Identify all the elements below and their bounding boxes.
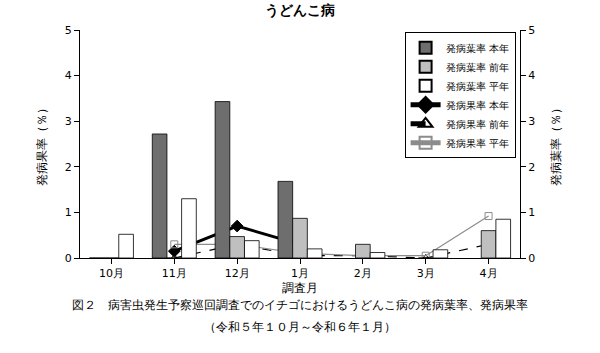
- svg-text:発病葉率 前年: 発病葉率 前年: [446, 62, 509, 73]
- svg-text:4月: 4月: [480, 267, 498, 280]
- svg-text:2: 2: [65, 161, 72, 174]
- svg-text:図２ 病害虫発生予察巡回調査でのイチゴにおけるうどんこ病の発: 図２ 病害虫発生予察巡回調査でのイチゴにおけるうどんこ病の発病葉率、発病果率: [72, 298, 528, 312]
- svg-text:発病果率 前年: 発病果率 前年: [446, 119, 509, 130]
- svg-text:発病葉率（％）: 発病葉率（％）: [549, 102, 563, 186]
- svg-text:12月: 12月: [225, 267, 250, 280]
- svg-text:3月: 3月: [417, 267, 435, 280]
- svg-text:3: 3: [528, 115, 535, 128]
- svg-text:2: 2: [528, 161, 535, 174]
- svg-text:発病果率（％）: 発病果率（％）: [35, 102, 49, 186]
- svg-text:4: 4: [528, 69, 535, 82]
- svg-text:5: 5: [65, 24, 72, 37]
- svg-text:（令和５年１０月～令和６年１月）: （令和５年１０月～令和６年１月）: [204, 320, 396, 334]
- svg-text:発病果率 本年: 発病果率 本年: [446, 100, 509, 111]
- svg-text:発病果率 平年: 発病果率 平年: [446, 138, 509, 149]
- svg-text:1: 1: [528, 206, 535, 219]
- svg-text:発病葉率 平年: 発病葉率 平年: [446, 81, 509, 92]
- svg-text:11月: 11月: [162, 267, 187, 280]
- svg-text:5: 5: [528, 24, 535, 37]
- svg-text:2月: 2月: [354, 267, 372, 280]
- svg-text:0: 0: [528, 252, 535, 265]
- svg-text:0: 0: [65, 252, 72, 265]
- svg-text:発病葉率 本年: 発病葉率 本年: [446, 43, 509, 54]
- svg-text:4: 4: [65, 69, 72, 82]
- svg-text:3: 3: [65, 115, 72, 128]
- svg-text:10月: 10月: [99, 267, 124, 280]
- svg-text:1月: 1月: [291, 267, 309, 280]
- svg-text:調査月: 調査月: [282, 281, 318, 295]
- svg-text:1: 1: [65, 206, 72, 219]
- svg-text:うどんこ病: うどんこ病: [265, 2, 335, 19]
